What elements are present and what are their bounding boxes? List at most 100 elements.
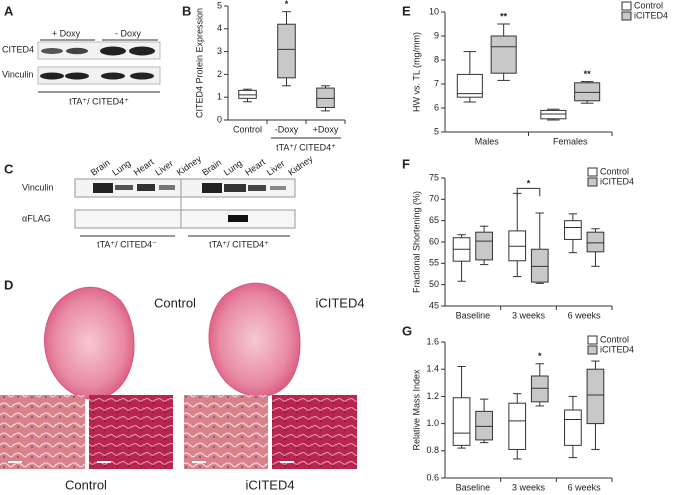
y-tick-label: 50 — [429, 279, 439, 289]
group-label: tTA⁺/ CITED4⁺ — [276, 142, 336, 152]
lane-label: Brain — [89, 157, 112, 177]
x-tick-label: Baseline — [456, 482, 491, 492]
x-tick-label: +Doxy — [313, 124, 339, 134]
blot — [74, 209, 296, 229]
heart-label: iCITED4 — [315, 295, 364, 310]
y-tick-label: 0 — [217, 114, 222, 124]
significance: ** — [584, 69, 592, 79]
y-tick-label: 45 — [429, 300, 439, 310]
histology-image — [272, 395, 357, 469]
box — [586, 368, 605, 425]
significance: * — [527, 179, 531, 189]
panel-letter: B — [182, 3, 191, 18]
lane-label: Heart — [132, 156, 156, 177]
lane-label: Liver — [265, 158, 287, 177]
legend-label: Control — [600, 166, 629, 176]
panel-letter: E — [402, 3, 411, 18]
panel-letter: D — [4, 277, 13, 292]
box — [574, 82, 601, 102]
histology-image — [184, 395, 268, 469]
blot — [74, 178, 296, 198]
x-tick-label: -Doxy — [275, 124, 299, 134]
x-tick-label: Females — [553, 136, 588, 146]
legend-label: iCITED4 — [600, 176, 634, 186]
heart-section — [208, 282, 301, 397]
legend-label: Control — [600, 334, 629, 344]
y-tick-label: 0.6 — [426, 472, 439, 482]
lane-label: Brain — [200, 157, 223, 177]
y-tick-label: 1.0 — [426, 418, 439, 428]
y-tick-label: 60 — [429, 236, 439, 246]
lane-label: - Doxy — [115, 28, 142, 38]
histology-image — [0, 395, 85, 469]
y-tick-label: 1.2 — [426, 391, 439, 401]
box — [475, 410, 493, 441]
legend-swatch — [621, 1, 632, 11]
lane-label: Lung — [110, 158, 132, 178]
y-tick-label: 5 — [434, 126, 439, 136]
y-tick-label: 75 — [429, 172, 439, 182]
box — [540, 109, 567, 120]
y-tick-label: 1.6 — [426, 336, 439, 346]
box — [316, 87, 335, 108]
genotype-label: tTA⁺/ CITED4⁺ — [69, 96, 129, 106]
legend-swatch — [587, 167, 598, 177]
box — [530, 248, 549, 283]
box — [490, 35, 517, 74]
blot — [37, 41, 161, 60]
y-axis-label: HW vs. TL (mg/mm) — [411, 32, 421, 112]
box — [456, 73, 483, 98]
y-tick-label: 1 — [217, 92, 222, 102]
y-tick-label: 0.8 — [426, 445, 439, 455]
blot — [37, 66, 161, 85]
y-tick-label: 1.4 — [426, 364, 439, 374]
legend-swatch — [587, 335, 598, 345]
comparison-bracket — [516, 187, 541, 197]
y-tick-label: 7 — [434, 78, 439, 88]
box — [530, 375, 549, 403]
x-tick-label: 3 weeks — [512, 310, 546, 320]
section-label: iCITED4 — [245, 477, 294, 492]
significance: ** — [500, 11, 508, 21]
panel-letter: A — [4, 3, 14, 18]
y-tick-label: 4 — [217, 23, 222, 33]
x-tick-label: Males — [475, 136, 500, 146]
lane-label: Kidney — [175, 153, 204, 177]
genotype-label: tTA⁺/ CITED4⁺ — [209, 239, 269, 249]
legend-label: iCITED4 — [600, 344, 634, 354]
y-axis-label: Relative Mass Index — [411, 369, 421, 451]
genotype-label: tTA⁺/ CITED4⁻ — [97, 239, 157, 249]
legend-swatch — [621, 11, 632, 21]
heart-label: Control — [154, 295, 196, 310]
y-tick-label: 10 — [429, 6, 439, 16]
y-axis-label: CITED4 Protein Expression — [194, 8, 204, 118]
y-tick-label: 5 — [217, 0, 222, 10]
box — [277, 23, 296, 79]
significance: * — [538, 351, 542, 361]
y-tick-label: 65 — [429, 215, 439, 225]
lane-label: Kidney — [286, 153, 315, 177]
y-tick-label: 9 — [434, 30, 439, 40]
x-tick-label: 6 weeks — [568, 310, 602, 320]
row-label: CITED4 — [2, 44, 34, 54]
lane-label: Lung — [222, 158, 244, 178]
blot-bands — [40, 46, 155, 80]
box — [452, 397, 471, 446]
panel-letter: C — [4, 161, 14, 176]
x-tick-label: Baseline — [456, 310, 491, 320]
legend-swatch — [587, 177, 598, 187]
y-tick-label: 55 — [429, 258, 439, 268]
histology-image — [89, 395, 173, 469]
y-tick-label: 2 — [217, 69, 222, 79]
row-label: Vinculin — [2, 69, 33, 79]
row-label: αFLAG — [22, 213, 51, 223]
panel-letter: F — [402, 156, 410, 171]
y-tick-label: 3 — [217, 46, 222, 56]
x-tick-label: 3 weeks — [512, 482, 546, 492]
lane-label: Liver — [153, 158, 175, 177]
heart-section — [44, 286, 135, 400]
box — [238, 89, 257, 99]
y-tick-label: 8 — [434, 54, 439, 64]
